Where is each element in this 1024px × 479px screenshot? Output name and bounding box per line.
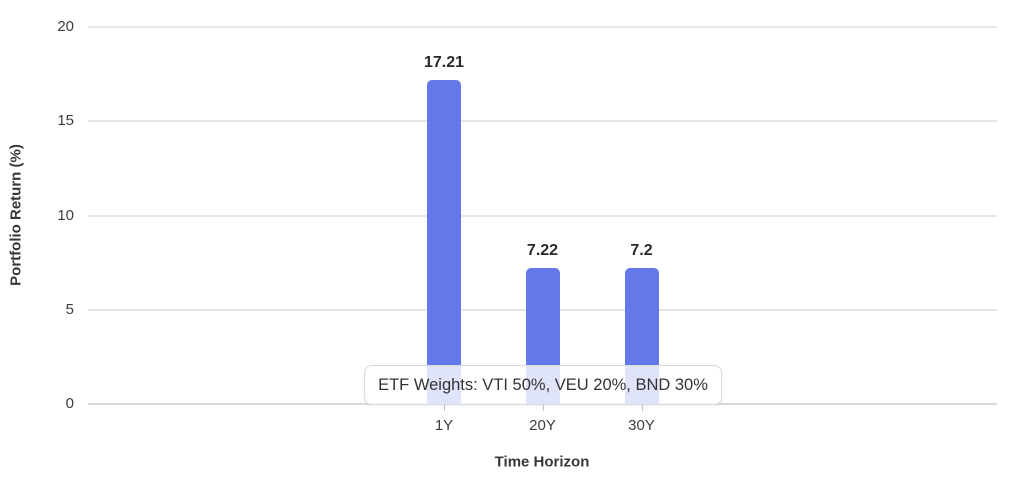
x-axis-title: Time Horizon — [494, 453, 590, 471]
bar-1Y — [427, 79, 461, 404]
y-tick-label-15: 15 — [57, 112, 74, 130]
etf-weights-annotation: ETF Weights: VTI 50%, VEU 20%, BND 30% — [364, 365, 722, 405]
bar-value-label-30Y: 7.2 — [630, 242, 653, 260]
x-tick-label-20Y: 20Y — [529, 417, 556, 434]
y-tick-label-10: 10 — [57, 206, 74, 224]
gridline-y10 — [88, 214, 997, 217]
x-tick-mark-20Y — [542, 405, 544, 411]
x-tick-label-1Y: 1Y — [434, 417, 454, 434]
bar-value-label-1Y: 17.21 — [423, 53, 465, 71]
gridline-y20 — [88, 26, 997, 28]
y-tick-label-5: 5 — [65, 300, 74, 318]
gridline-y15 — [88, 120, 997, 123]
y-axis-title: Portfolio Return (%) — [7, 144, 25, 286]
x-tick-mark-1Y — [444, 405, 445, 411]
x-tick-mark-30Y — [641, 405, 643, 411]
bar-value-label-20Y: 7.22 — [526, 241, 559, 259]
x-tick-label-30Y: 30Y — [628, 417, 655, 434]
y-tick-label-20: 20 — [57, 18, 74, 35]
y-tick-label-0: 0 — [65, 395, 74, 412]
